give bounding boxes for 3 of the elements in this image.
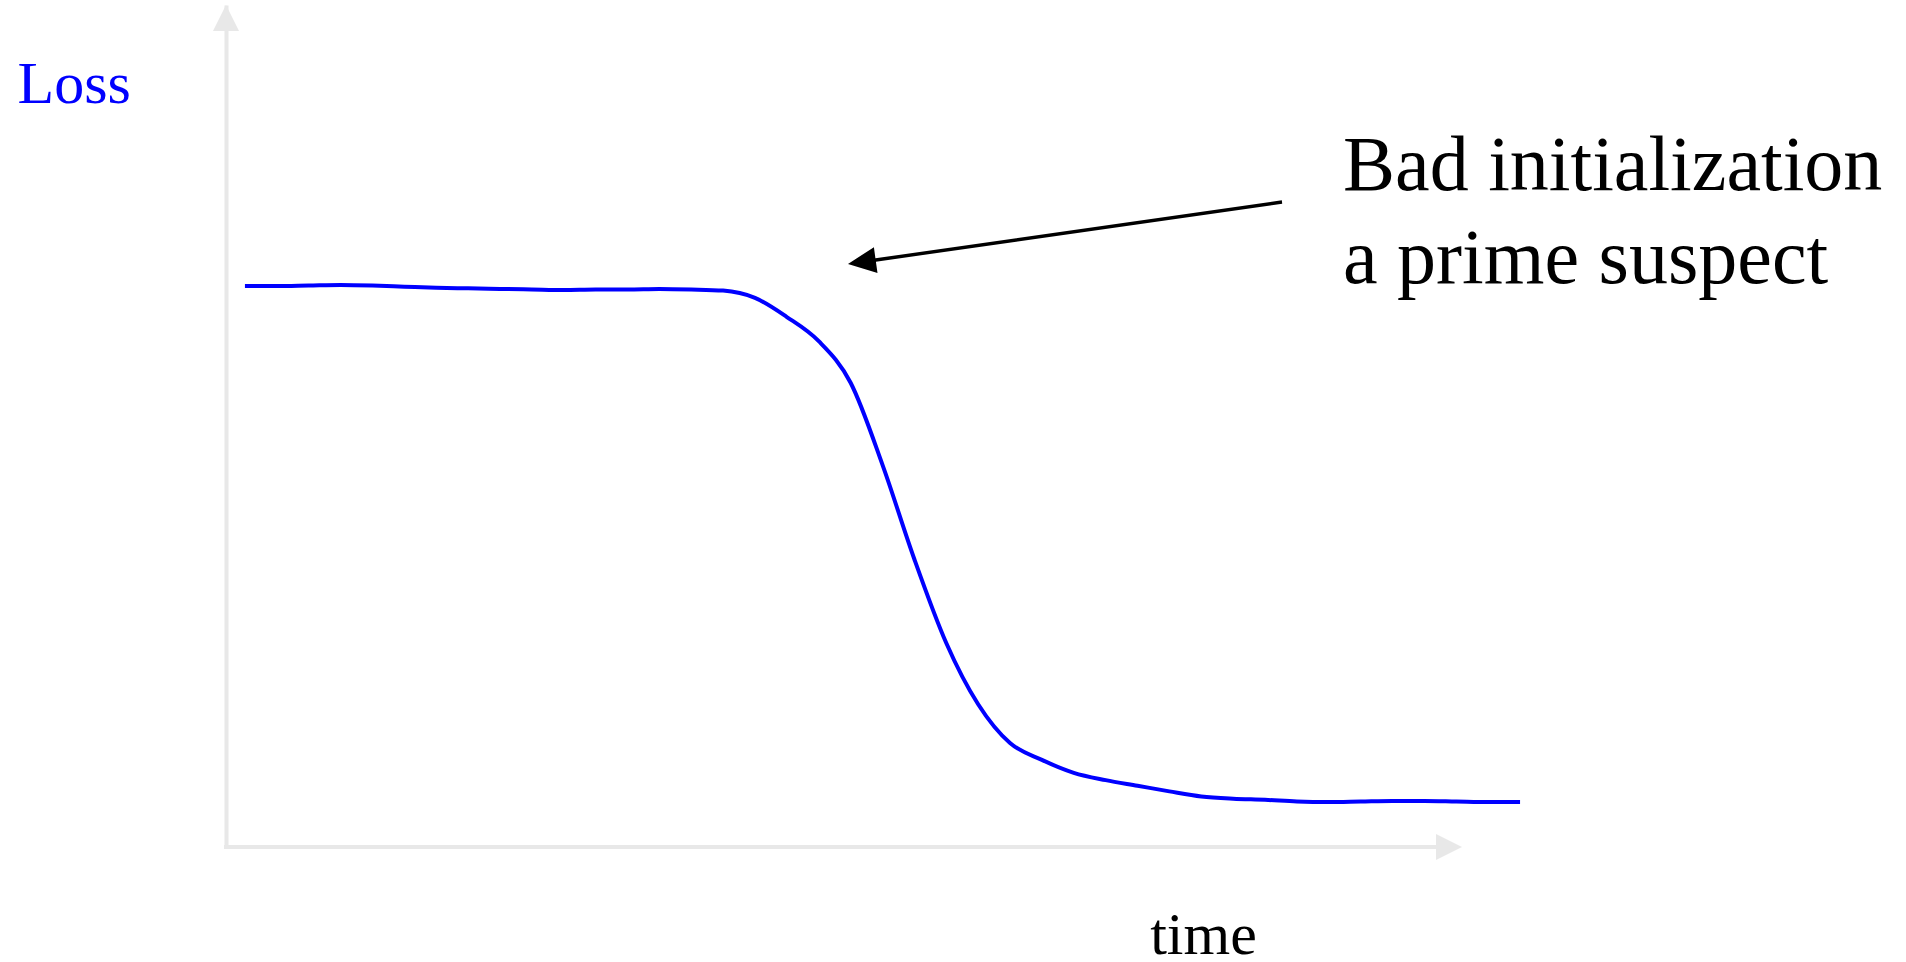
y-axis-title: Loss — [17, 49, 131, 116]
annotation: Bad initialization a prime suspect — [1343, 120, 1883, 300]
x-axis-title: time — [1150, 900, 1257, 962]
